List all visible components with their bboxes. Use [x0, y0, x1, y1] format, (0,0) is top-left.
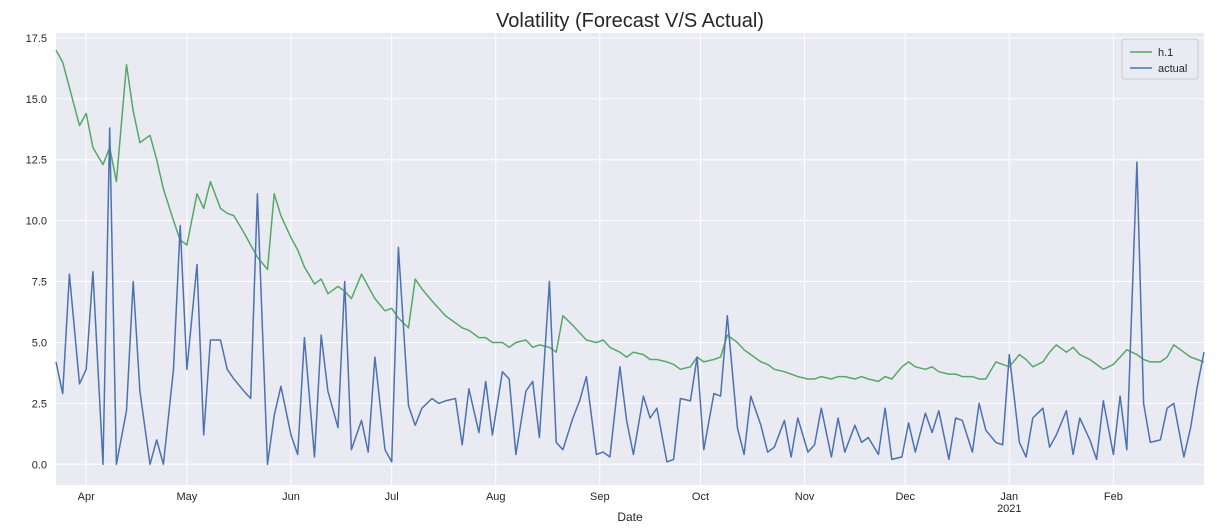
y-axis-ticks: 0.0 2.5 5.0 7.5 10.0 12.5 15.0 17.5 — [26, 33, 47, 471]
legend: h.1 actual — [1121, 38, 1199, 80]
x-axis-label: Date — [617, 510, 643, 524]
legend-box — [1121, 38, 1199, 80]
x-tick-label: Sep — [590, 491, 610, 503]
grid-lines — [56, 33, 1204, 485]
series-layer — [55, 49, 1205, 466]
x-tick-label: May — [177, 491, 198, 503]
legend-label: actual — [1158, 63, 1187, 75]
x-tick-label: Oct — [692, 491, 709, 503]
x-tick-label: Dec — [895, 491, 915, 503]
x-tick-label: Jan — [1000, 491, 1018, 503]
legend-label: h.1 — [1158, 47, 1173, 59]
x-tick-sublabel: 2021 — [997, 503, 1021, 515]
x-tick-label: Nov — [795, 491, 815, 503]
y-tick-label: 12.5 — [26, 155, 47, 167]
series-line-h-1 — [55, 49, 1205, 383]
x-tick-label: Feb — [1104, 491, 1123, 503]
y-tick-label: 10.0 — [26, 216, 47, 228]
x-tick-label: Jul — [385, 491, 399, 503]
chart-title: Volatility (Forecast V/S Actual) — [496, 10, 764, 32]
series-line-actual — [55, 127, 1205, 466]
y-tick-label: 7.5 — [32, 277, 47, 289]
x-tick-label: Jun — [282, 491, 300, 503]
y-tick-label: 0.0 — [32, 459, 47, 471]
y-tick-label: 2.5 — [32, 398, 47, 410]
y-tick-label: 17.5 — [26, 33, 47, 45]
x-tick-label: Apr — [78, 491, 95, 503]
y-tick-label: 5.0 — [32, 337, 47, 349]
y-tick-label: 15.0 — [26, 94, 47, 106]
plot-area — [56, 33, 1204, 485]
x-tick-label: Aug — [486, 491, 506, 503]
